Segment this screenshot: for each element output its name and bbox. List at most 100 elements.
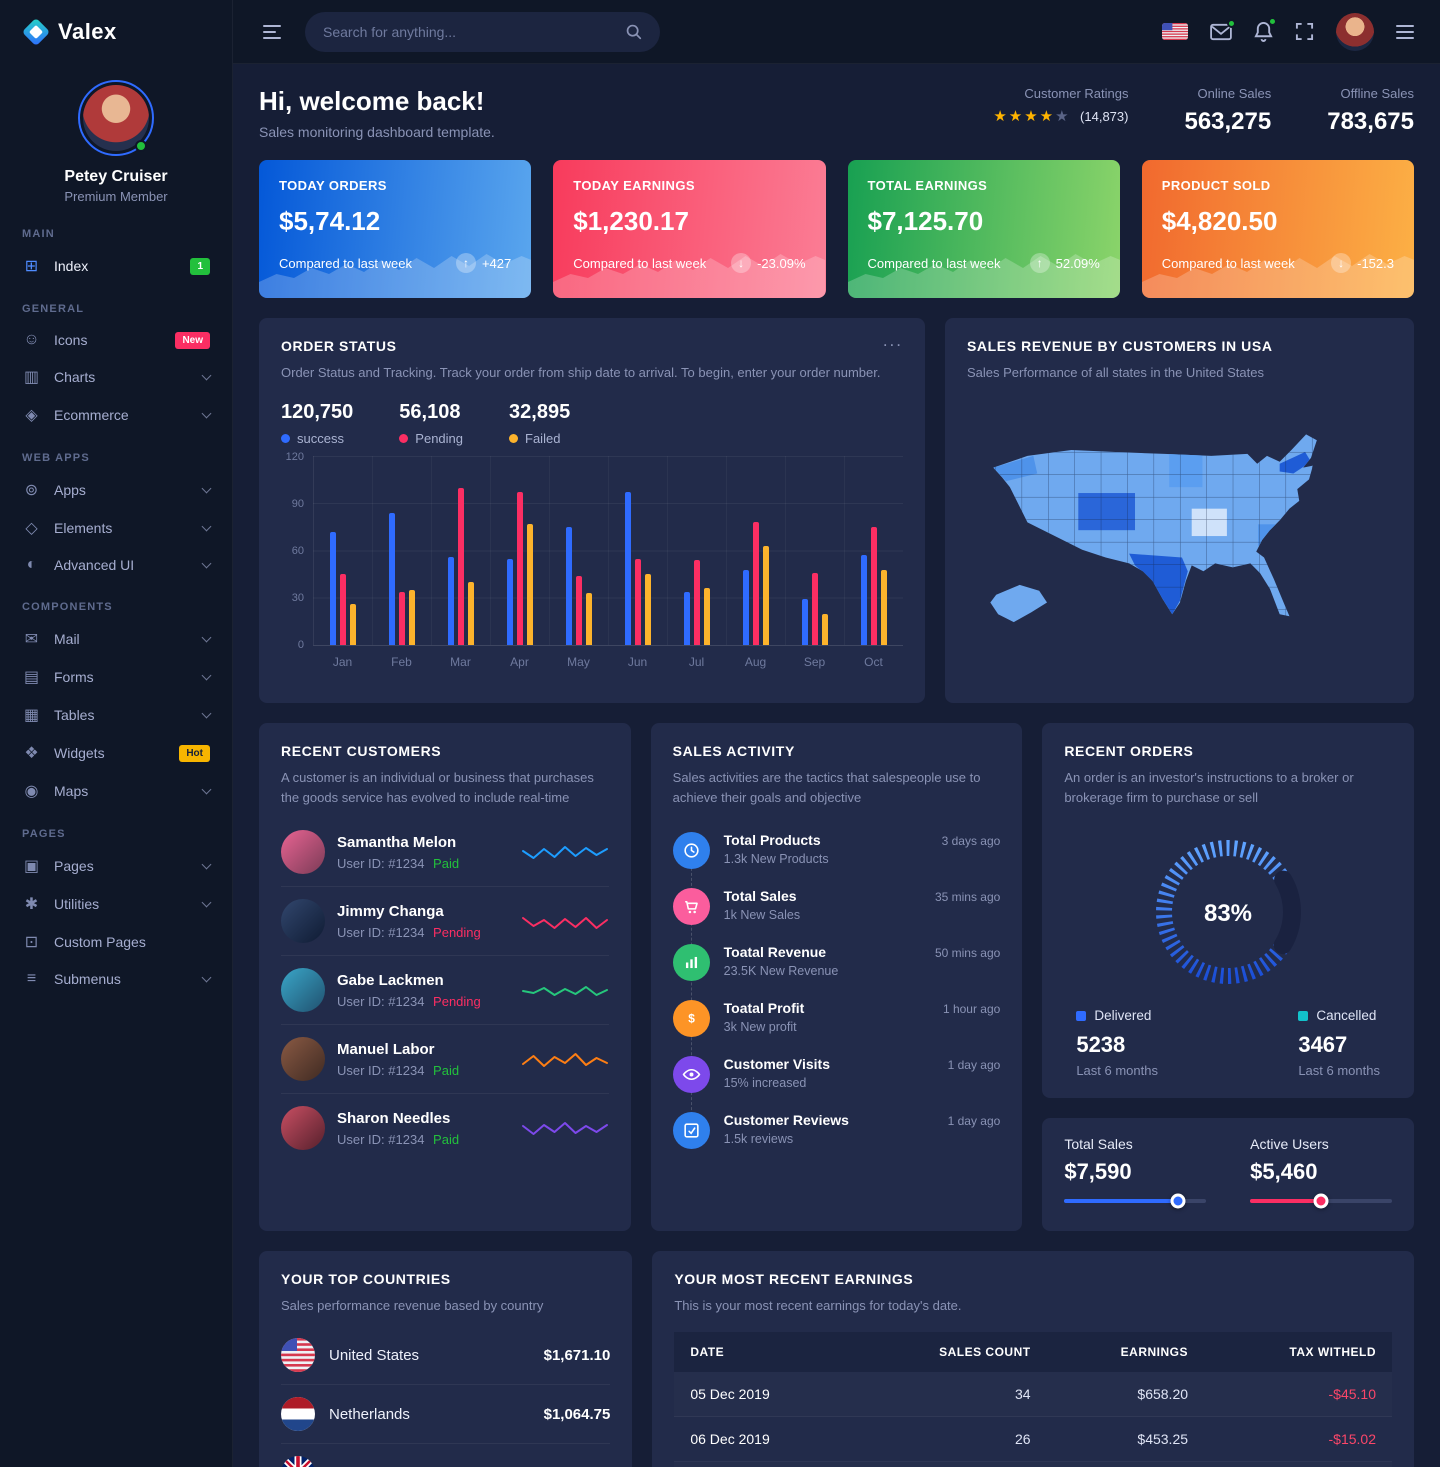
- bar-success[interactable]: [389, 512, 395, 646]
- topbar: [233, 0, 1440, 64]
- sidebar-item-elements[interactable]: ◇ Elements: [0, 509, 232, 547]
- menu-icon[interactable]: [1396, 24, 1414, 39]
- slider-handle[interactable]: [1170, 1193, 1186, 1209]
- activity-item[interactable]: $ Toatal Profit 3k New profit 1 hour ago: [672, 990, 1000, 1046]
- bar-failed[interactable]: [645, 574, 651, 646]
- sidebar-item-utilities[interactable]: ✱ Utilities: [0, 885, 232, 923]
- order-status-stats: 120,750 success 56,108 Pending 32,895 Failed: [281, 401, 903, 446]
- column-header[interactable]: TAX WITHELD: [1204, 1332, 1392, 1373]
- bar-success[interactable]: [507, 558, 513, 646]
- customer-row[interactable]: Gabe Lackmen User ID: #1234 Pending: [281, 955, 609, 1024]
- activity-subtitle: 3k New profit: [723, 1019, 797, 1034]
- stat-card-today-earnings[interactable]: TODAY EARNINGS $1,230.17 Compared to las…: [553, 160, 826, 298]
- bar-failed[interactable]: [881, 569, 887, 646]
- user-avatar[interactable]: [78, 80, 154, 156]
- stat-card-product-sold[interactable]: PRODUCT SOLD $4,820.50 Compared to last …: [1141, 160, 1414, 298]
- sidebar-item-maps[interactable]: ◉ Maps: [0, 772, 232, 810]
- mail-icon[interactable]: [1210, 18, 1236, 41]
- activity-item[interactable]: Total Products 1.3k New Products 3 days ag…: [672, 822, 1001, 878]
- brand-logo[interactable]: Valex: [0, 0, 232, 64]
- sidebar-item-mail[interactable]: ✉ Mail: [0, 620, 232, 658]
- search-icon[interactable]: [625, 23, 642, 40]
- bar-pending[interactable]: [812, 572, 818, 646]
- activity-subtitle: 1k New Sales: [723, 907, 801, 922]
- activity-item[interactable]: Total Sales 1k New Sales 35 mins ago: [672, 878, 1000, 934]
- stat-card-total-earnings[interactable]: TOTAL EARNINGS $7,125.70 Compared to las…: [847, 160, 1120, 298]
- bar-success[interactable]: [330, 531, 336, 646]
- customer-row[interactable]: Jimmy Changa User ID: #1234 Pending: [281, 886, 609, 955]
- country-row[interactable]: United States $1,671.10: [281, 1326, 610, 1384]
- sidebar-item-ecommerce[interactable]: ◈ Ecommerce: [0, 396, 232, 434]
- usa-map[interactable]: [967, 407, 1391, 669]
- activity-time: 3 days ago: [941, 833, 1001, 848]
- bar-success[interactable]: [625, 492, 631, 646]
- bar-pending[interactable]: [340, 574, 346, 646]
- bar-pending[interactable]: [694, 560, 700, 646]
- bar-success[interactable]: [743, 569, 749, 646]
- table-row[interactable]: 06 Dec 2019 26 $453.25 -$15.02: [674, 1416, 1392, 1463]
- language-flag-icon[interactable]: [1162, 23, 1188, 40]
- bar-pending[interactable]: [753, 522, 759, 646]
- sidebar-item-pages[interactable]: ▣ Pages: [0, 847, 232, 885]
- sidebar-item-index[interactable]: ⊞ Index 1: [0, 247, 232, 285]
- search-input[interactable]: [323, 23, 615, 40]
- sidebar-toggle-icon[interactable]: [259, 21, 285, 43]
- avatar: [281, 1106, 325, 1151]
- bar-failed[interactable]: [822, 613, 828, 646]
- card-title: RECENT CUSTOMERS: [281, 743, 442, 759]
- bar-success[interactable]: [566, 527, 572, 646]
- customer-row[interactable]: Sharon Needles User ID: #1234 Paid: [281, 1093, 609, 1162]
- bar-success[interactable]: [861, 555, 867, 646]
- sidebar-item-widgets[interactable]: ❖ Widgets Hot: [0, 734, 232, 772]
- fullscreen-icon[interactable]: [1295, 22, 1314, 41]
- bar-failed[interactable]: [763, 545, 769, 646]
- activity-item[interactable]: Customer Reviews 1.5k reviews 1 day ago: [672, 1102, 1000, 1158]
- sidebar-item-custom-pages[interactable]: ⊡ Custom Pages: [0, 923, 232, 961]
- slider[interactable]: [1250, 1193, 1392, 1209]
- legend-label: Delivered: [1094, 1008, 1152, 1024]
- sidebar-item-tables[interactable]: ▦ Tables: [0, 696, 232, 734]
- column-header[interactable]: DATE: [674, 1332, 851, 1373]
- customer-row[interactable]: Manuel Labor User ID: #1234 Paid: [281, 1024, 609, 1093]
- sidebar-item-icons[interactable]: ☺ Icons New: [0, 322, 232, 358]
- x-axis-label: Jul: [688, 655, 705, 670]
- bell-icon[interactable]: [1254, 17, 1277, 42]
- bar-success[interactable]: [802, 599, 808, 646]
- card-menu-icon[interactable]: ...: [882, 331, 903, 350]
- customer-meta: User ID: #1234 Paid: [337, 1062, 460, 1078]
- bar-failed[interactable]: [350, 604, 356, 646]
- country-row[interactable]: United Kingdom $1,055.98: [281, 1443, 611, 1467]
- bar-pending[interactable]: [871, 527, 877, 646]
- stat-card-today-orders[interactable]: TODAY ORDERS $5,74.12 Compared to last w…: [259, 160, 532, 298]
- sidebar-item-charts[interactable]: ▥ Charts: [0, 358, 232, 396]
- bar-failed[interactable]: [704, 588, 710, 646]
- bar-pending[interactable]: [399, 591, 405, 646]
- bar-pending[interactable]: [517, 492, 523, 646]
- bar-pending[interactable]: [458, 487, 464, 646]
- sidebar-item-advanced-ui[interactable]: ◐ Advanced UI: [0, 547, 232, 583]
- country-row[interactable]: Netherlands $1,064.75: [281, 1384, 611, 1443]
- column-header[interactable]: EARNINGS: [1046, 1332, 1205, 1373]
- sidebar-item-label: Forms: [54, 669, 94, 685]
- activity-item[interactable]: Customer Visits 15% increased 1 day ago: [672, 1046, 1000, 1102]
- sidebar-item-forms[interactable]: ▤ Forms: [0, 658, 232, 696]
- profile-avatar[interactable]: [1336, 12, 1374, 51]
- bar-failed[interactable]: [527, 523, 533, 646]
- bar-failed[interactable]: [468, 582, 474, 646]
- bar-failed[interactable]: [586, 593, 592, 646]
- bar-pending[interactable]: [576, 575, 582, 646]
- bar-pending[interactable]: [635, 558, 641, 646]
- activity-item[interactable]: Toatal Revenue 23.5K New Revenue 50 mins a…: [672, 934, 1000, 990]
- column-header[interactable]: SALES COUNT: [850, 1332, 1047, 1373]
- customer-row[interactable]: Samantha Melon User ID: #1234 Paid: [281, 818, 609, 886]
- slider[interactable]: [1064, 1193, 1207, 1209]
- bar-success[interactable]: [448, 556, 454, 646]
- table-row[interactable]: 05 Dec 2019 34 $658.20 -$45.10: [674, 1372, 1392, 1418]
- sidebar-item-submenus[interactable]: ≡ Submenus: [0, 961, 232, 997]
- slider-handle[interactable]: [1313, 1193, 1329, 1209]
- brand-name: Valex: [58, 19, 117, 44]
- bar-failed[interactable]: [409, 590, 415, 646]
- bar-success[interactable]: [684, 591, 690, 646]
- sidebar-item-apps[interactable]: ⊚ Apps: [0, 471, 232, 509]
